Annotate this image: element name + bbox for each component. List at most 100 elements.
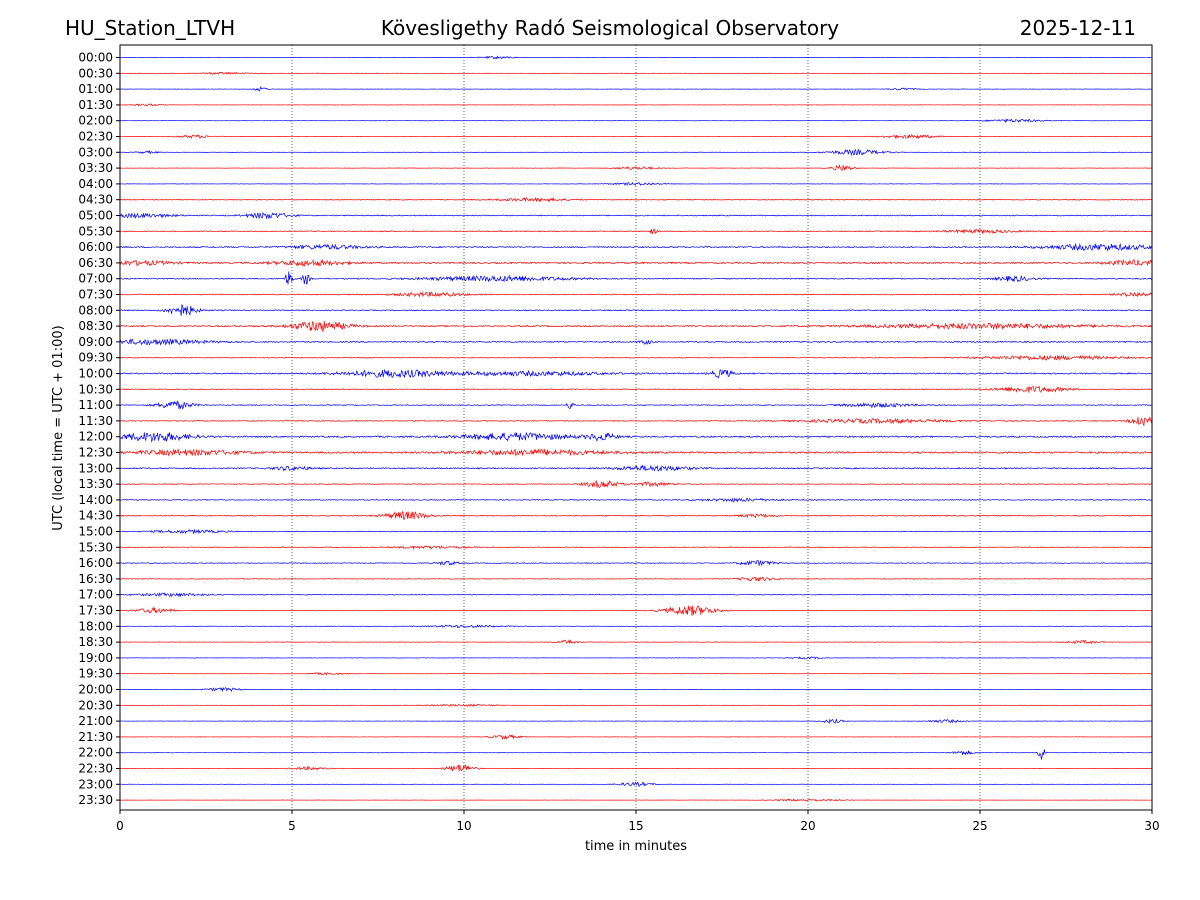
x-tick-label: 10 [456,819,471,833]
station-label: HU_Station_LTVH [65,16,235,40]
trace-0600 [119,242,1153,252]
x-tick-label: 30 [1144,819,1159,833]
y-tick-label: 15:30 [78,540,113,554]
trace-0000 [119,55,1152,60]
y-tick-label: 23:30 [78,793,113,807]
y-tick-label: 22:00 [78,746,113,760]
trace-0530 [119,228,1153,235]
y-tick-label: 08:30 [78,319,113,333]
trace-2130 [119,734,1153,741]
y-tick-label: 17:30 [78,604,113,618]
y-tick-label: 08:00 [78,303,113,317]
y-tick-label: 06:30 [78,256,113,270]
trace-0500 [119,211,1153,219]
y-tick-label: 05:00 [78,209,113,223]
y-tick-label: 02:00 [78,114,113,128]
x-tick-label: 5 [288,819,296,833]
trace-1930 [119,672,1153,676]
trace-1830 [119,639,1153,645]
trace-1600 [119,560,1153,566]
y-tick-label: 20:30 [78,698,113,712]
trace-1200 [119,431,1153,443]
plot-frame [119,44,1153,811]
trace-1700 [119,591,1153,598]
trace-1030 [119,385,1153,393]
y-tick-label: 02:30 [78,130,113,144]
trace-2030 [119,703,1153,708]
trace-2300 [119,781,1153,787]
x-axis-ticks: 0 5 10 15 20 25 30 [116,810,1160,833]
y-tick-label: 12:00 [78,430,113,444]
y-tick-label: 23:00 [78,777,113,791]
trace-0900 [119,337,1153,346]
y-tick-label: 14:30 [78,509,113,523]
y-tick-label: 21:30 [78,730,113,744]
y-tick-label: 06:00 [78,240,113,254]
trace-1000 [119,368,1153,379]
y-tick-label: 15:00 [78,525,113,539]
trace-2100 [119,718,1153,724]
trace-0230 [119,133,1153,140]
x-tick-label: 25 [972,819,987,833]
trace-1330 [119,479,1153,489]
y-tick-label: 04:30 [78,193,113,207]
trace-0030 [119,71,1153,75]
trace-0100 [119,85,1153,92]
y-tick-label: 13:30 [78,477,113,491]
y-tick-label: 17:00 [78,588,113,602]
trace-0330 [119,164,1153,171]
trace-0700 [119,271,1153,285]
trace-1100 [119,400,1153,410]
vertical-grid [291,45,981,810]
trace-2000 [119,686,1153,693]
y-tick-label: 22:30 [78,762,113,776]
trace-0130 [119,103,1153,107]
x-tick-label: 15 [628,819,643,833]
trace-2200 [119,749,1153,760]
y-tick-label: 10:30 [78,382,113,396]
y-tick-label: 20:00 [78,683,113,697]
y-tick-label: 00:30 [78,66,113,80]
trace-0300 [119,148,1153,157]
y-tick-label: 09:30 [78,351,113,365]
y-tick-label: 18:00 [78,619,113,633]
date-label: 2025-12-11 [1020,16,1136,40]
y-tick-label: 07:30 [78,288,113,302]
trace-group [119,55,1153,802]
y-tick-label: 12:30 [78,446,113,460]
trace-1900 [119,656,1153,660]
trace-1630 [120,576,1153,582]
trace-2330 [119,798,1153,802]
x-axis-label: time in minutes [585,839,687,854]
trace-1230 [119,448,1153,457]
trace-0730 [119,291,1153,298]
y-tick-label: 13:00 [78,461,113,475]
y-tick-label: 19:00 [78,651,113,665]
y-tick-label: 00:00 [78,51,113,65]
trace-0830 [119,320,1153,333]
trace-1300 [119,464,1153,472]
trace-1800 [119,624,1153,629]
y-tick-label: 03:30 [78,161,113,175]
trace-0200 [119,118,1153,124]
y-tick-label: 18:30 [78,635,113,649]
x-tick-label: 0 [116,819,124,833]
y-tick-label: 16:00 [78,556,113,570]
y-tick-label: 14:00 [78,493,113,507]
x-tick-label: 20 [800,819,815,833]
trace-1730 [119,605,1153,616]
y-tick-label: 21:00 [78,714,113,728]
y-tick-label: 11:00 [78,398,113,412]
y-tick-label: 11:30 [78,414,113,428]
y-axis-label: UTC (local time = UTC + 01:00) [51,325,66,530]
trace-0400 [119,181,1153,187]
trace-1430 [119,511,1153,520]
y-tick-label: 09:00 [78,335,113,349]
y-tick-label: 03:00 [78,145,113,159]
trace-1530 [119,545,1153,550]
y-tick-label: 16:30 [78,572,113,586]
trace-2230 [119,764,1153,772]
y-tick-label: 01:00 [78,82,113,96]
